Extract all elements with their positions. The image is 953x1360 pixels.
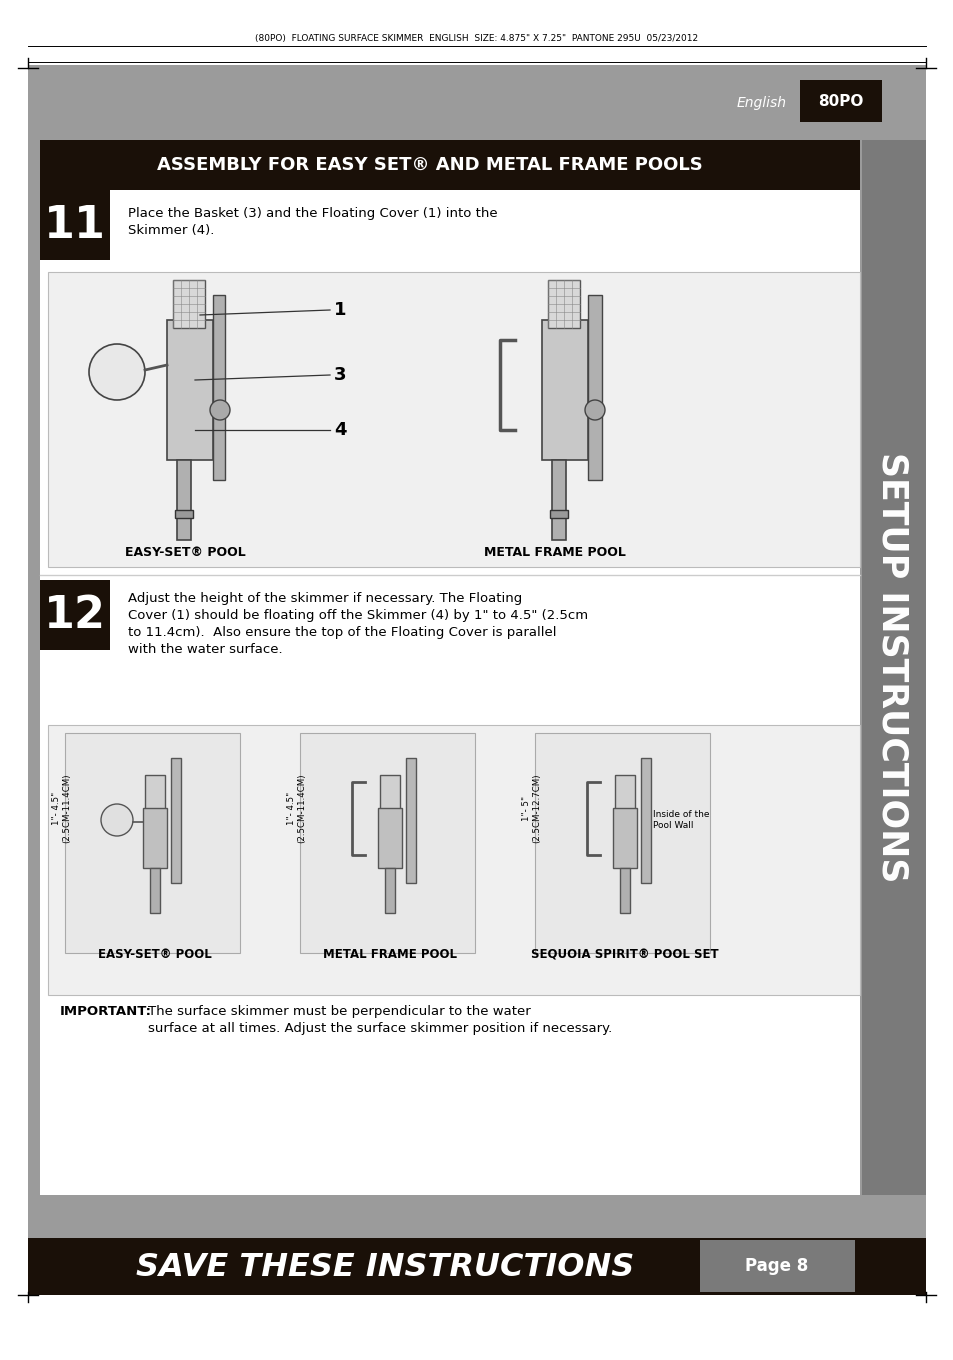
Text: 1"- 4.5"
(2.5CM-11.4CM): 1"- 4.5" (2.5CM-11.4CM)	[287, 774, 306, 843]
Bar	[171, 758, 181, 883]
Text: Place the Basket (3) and the Floating Cover (1) into the
Skimmer (4).: Place the Basket (3) and the Floating Co…	[128, 207, 497, 237]
Bar	[143, 808, 167, 868]
Bar	[65, 733, 240, 953]
Text: ASSEMBLY FOR EASY SET® AND METAL FRAME POOLS: ASSEMBLY FOR EASY SET® AND METAL FRAME P…	[157, 156, 702, 174]
Bar	[40, 140, 859, 190]
Bar	[377, 808, 401, 868]
Text: 11: 11	[44, 204, 106, 246]
Text: The surface skimmer must be perpendicular to the water
surface at all times. Adj: The surface skimmer must be perpendicula…	[148, 1005, 612, 1035]
Bar	[385, 868, 395, 913]
Bar	[862, 140, 925, 1195]
Text: METAL FRAME POOL: METAL FRAME POOL	[323, 948, 456, 962]
Circle shape	[210, 400, 230, 420]
Text: 12: 12	[44, 593, 106, 636]
Text: METAL FRAME POOL: METAL FRAME POOL	[483, 547, 625, 559]
Text: EASY-SET® POOL: EASY-SET® POOL	[98, 948, 212, 962]
Bar	[28, 65, 925, 140]
Bar	[619, 868, 629, 913]
Bar	[547, 280, 579, 328]
Bar	[40, 140, 859, 1195]
Bar	[800, 80, 882, 122]
Circle shape	[89, 344, 145, 400]
Text: Page 8: Page 8	[744, 1257, 808, 1276]
Text: (80PO)  FLOATING SURFACE SKIMMER  ENGLISH  SIZE: 4.875" X 7.25"  PANTONE 295U  0: (80PO) FLOATING SURFACE SKIMMER ENGLISH …	[255, 34, 698, 42]
Text: 3: 3	[334, 366, 346, 384]
Text: Inside of the
Pool Wall: Inside of the Pool Wall	[652, 811, 709, 830]
Bar	[379, 775, 399, 811]
Bar	[177, 460, 191, 540]
Text: SETUP INSTRUCTIONS: SETUP INSTRUCTIONS	[875, 452, 909, 883]
Bar	[406, 758, 416, 883]
Circle shape	[101, 804, 132, 836]
Bar	[174, 510, 193, 518]
Bar	[150, 868, 160, 913]
Bar	[541, 320, 587, 460]
Bar	[48, 272, 859, 567]
Bar	[587, 295, 601, 480]
Bar	[167, 320, 213, 460]
Bar	[299, 733, 475, 953]
Bar	[145, 775, 165, 811]
Text: 1"- 4.5"
(2.5CM-11.4CM): 1"- 4.5" (2.5CM-11.4CM)	[52, 774, 71, 843]
Bar	[28, 1295, 925, 1360]
Text: SAVE THESE INSTRUCTIONS: SAVE THESE INSTRUCTIONS	[135, 1251, 634, 1282]
Circle shape	[584, 400, 604, 420]
Bar	[700, 1240, 854, 1292]
Bar	[552, 460, 565, 540]
Bar	[40, 579, 110, 650]
Bar	[613, 808, 637, 868]
Bar	[28, 1238, 925, 1295]
Text: 4: 4	[334, 422, 346, 439]
Text: IMPORTANT:: IMPORTANT:	[60, 1005, 152, 1019]
Text: EASY-SET® POOL: EASY-SET® POOL	[125, 547, 245, 559]
Bar	[40, 190, 110, 260]
Text: SEQUOIA SPIRIT® POOL SET: SEQUOIA SPIRIT® POOL SET	[531, 948, 718, 962]
Text: 80PO: 80PO	[818, 94, 862, 109]
Bar	[550, 510, 567, 518]
Text: 1"- 5"
(2.5CM-12.7CM): 1"- 5" (2.5CM-12.7CM)	[521, 774, 541, 843]
Bar	[48, 725, 859, 996]
Text: English: English	[737, 97, 786, 110]
Text: Adjust the height of the skimmer if necessary. The Floating
Cover (1) should be : Adjust the height of the skimmer if nece…	[128, 592, 587, 656]
Bar	[213, 295, 225, 480]
Bar	[172, 280, 205, 328]
Text: 1: 1	[334, 301, 346, 320]
Bar	[640, 758, 650, 883]
Bar	[615, 775, 635, 811]
Bar	[535, 733, 709, 953]
